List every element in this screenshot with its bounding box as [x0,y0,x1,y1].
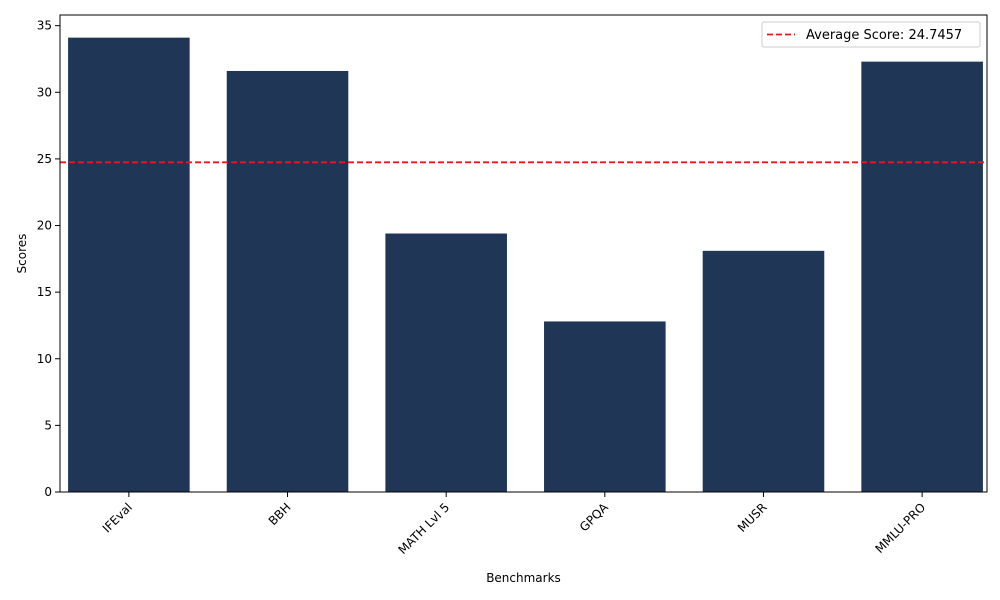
y-tick-label: 35 [37,19,52,33]
x-tick-label: GPQA [577,500,612,535]
y-tick-label: 25 [37,152,52,166]
bar-gpqa [544,321,666,492]
y-tick-label: 0 [44,485,52,499]
bar-bbh [226,70,349,493]
legend: Average Score: 24.7457 [761,21,981,48]
bar-mmlu-pro [861,61,983,492]
y-tick-label: 5 [44,418,52,432]
bar-ifeval [68,37,190,492]
x-tick-label: IFEval [100,500,135,535]
x-axis-ticks: IFEval BBH MATH Lvl 5 GPQA MUSR MMLU-PRO [100,492,928,557]
y-tick-label: 30 [37,85,52,99]
y-axis-ticks: 0 5 10 15 20 25 30 35 [37,19,60,499]
y-tick-label: 10 [37,352,52,366]
bar-musr [702,250,825,492]
legend-box [761,21,981,48]
bar-math-lvl-5 [385,233,507,492]
x-tick-label: MUSR [735,500,770,535]
x-tick-label: MATH Lvl 5 [395,500,452,557]
y-tick-label: 20 [37,219,52,233]
x-axis-label: Benchmarks [486,571,561,585]
bars-group [68,37,983,493]
plot-frame [59,14,988,493]
legend-label: Average Score: 24.7457 [806,28,962,43]
x-tick-label: MMLU-PRO [872,500,928,556]
y-axis-label: Scores [15,234,29,274]
y-tick-label: 15 [37,285,52,299]
x-tick-label: BBH [266,500,294,528]
